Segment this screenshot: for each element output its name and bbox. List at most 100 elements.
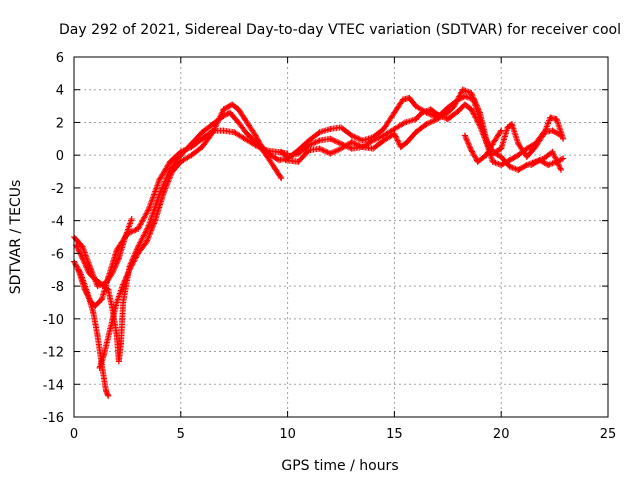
data-point [558, 166, 565, 173]
data-point [241, 116, 248, 123]
series-track-4 [75, 127, 291, 309]
data-point [113, 299, 120, 306]
data-point [295, 150, 302, 157]
series-track-8 [461, 127, 505, 165]
data-point [199, 135, 206, 142]
x-axis-label: GPS time / hours [281, 458, 398, 474]
data-point [419, 109, 426, 116]
series-track-2 [73, 109, 285, 365]
data-point [305, 147, 312, 154]
x-tick-label: 20 [493, 427, 510, 442]
data-point [348, 139, 355, 146]
data-point [380, 137, 387, 144]
data-point [295, 158, 302, 165]
data-point [515, 166, 522, 173]
data-point [327, 126, 334, 132]
data-point [316, 137, 323, 144]
data-point [90, 309, 97, 316]
data-point [316, 129, 323, 136]
data-point [160, 189, 167, 196]
data-point [506, 163, 513, 170]
data-point [498, 127, 505, 134]
data-point [188, 144, 195, 150]
data-point [220, 106, 227, 113]
data-point [474, 158, 481, 165]
y-tick-label: -2 [51, 182, 64, 197]
data-point [359, 144, 366, 150]
series-track-5 [96, 93, 565, 371]
data-point [523, 145, 530, 152]
data-point [115, 358, 122, 365]
data-point [370, 145, 377, 152]
y-tick-label: -16 [43, 411, 64, 426]
data-point [508, 121, 515, 128]
data-point [135, 250, 142, 257]
data-point [105, 274, 112, 281]
data-point [455, 108, 462, 114]
plot-frame [73, 56, 609, 418]
data-point [235, 119, 242, 126]
data-point [229, 101, 236, 108]
data-point [515, 140, 522, 147]
data-point [483, 135, 490, 142]
y-tick-label: -6 [51, 247, 64, 262]
data-point [553, 158, 560, 165]
data-point [444, 109, 451, 116]
data-point [252, 142, 259, 149]
data-point [126, 266, 133, 273]
data-point [271, 165, 278, 172]
data-point [412, 116, 419, 123]
x-tick-label: 15 [386, 427, 403, 442]
data-point [278, 175, 285, 182]
data-point [399, 96, 406, 103]
data-point [468, 106, 475, 113]
x-tick-label: 5 [177, 427, 185, 442]
data-point [406, 94, 413, 101]
data-point [115, 255, 122, 262]
data-point [235, 106, 242, 113]
data-point [498, 162, 505, 168]
data-point [88, 266, 95, 273]
data-point [75, 266, 82, 273]
data-point [459, 86, 466, 93]
data-point [338, 124, 344, 131]
data-point [220, 127, 227, 134]
y-axis-label: SDTVAR / TECUs [8, 180, 24, 295]
data-point [284, 153, 291, 160]
data-point [491, 137, 498, 144]
data-point [96, 364, 103, 371]
series-track-6 [278, 101, 567, 160]
data-point [113, 247, 120, 254]
data-point [169, 168, 176, 175]
data-point [549, 127, 556, 134]
data-point [113, 332, 120, 339]
data-point [412, 129, 419, 136]
data-point [103, 387, 110, 394]
data-point [498, 153, 505, 160]
data-point [545, 162, 552, 168]
data-point [120, 299, 127, 306]
y-tick-label: -8 [51, 280, 64, 295]
data-point [81, 286, 88, 293]
data-point [177, 148, 184, 155]
data-point [498, 145, 505, 152]
data-point [258, 144, 265, 150]
data-point [100, 351, 107, 358]
data-point [489, 148, 496, 155]
data-point [231, 129, 238, 136]
data-point [553, 116, 560, 123]
x-tick-label: 10 [279, 427, 296, 442]
data-point [79, 243, 86, 250]
data-point [370, 137, 377, 144]
data-point [468, 90, 475, 96]
point-markers [96, 93, 564, 371]
data-point [117, 340, 124, 347]
data-point [560, 135, 567, 142]
x-tick-label: 25 [600, 427, 617, 442]
data-point [540, 155, 547, 162]
grid [74, 57, 608, 417]
data-point [348, 145, 355, 152]
data-point [532, 144, 539, 150]
data-point [124, 230, 131, 237]
